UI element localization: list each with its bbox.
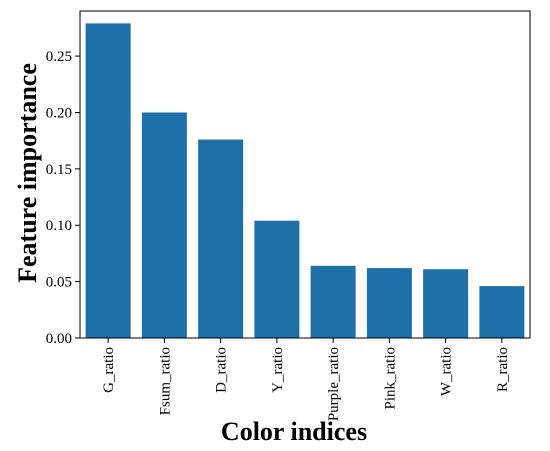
bar-purple-ratio: [310, 265, 356, 338]
x-tick-label: R_ratio: [495, 347, 511, 392]
bar-fsum-ratio: [141, 112, 187, 338]
bar-d-ratio: [198, 139, 244, 338]
x-tick-label: G_ratio: [101, 347, 117, 393]
y-tick-label: 0.25: [46, 49, 72, 65]
bar-g-ratio: [85, 23, 131, 339]
plot-frame: [79, 10, 531, 339]
bar-pink-ratio: [366, 268, 412, 338]
x-tick-label: Y_ratio: [270, 347, 286, 393]
y-tick-label: 0.00: [46, 331, 72, 347]
bar-r-ratio: [479, 286, 525, 338]
x-axis-title: Color indices: [221, 417, 367, 446]
y-axis: 0.00 0.05 0.10 0.15 0.20 0.25: [46, 49, 80, 347]
x-tick-label: Pink_ratio: [382, 347, 398, 410]
x-axis: G_ratio Fsum_ratio D_ratio Y_ratio Purple_ra…: [101, 338, 511, 421]
y-axis-title: Feature importance: [13, 63, 42, 283]
bar-y-ratio: [254, 220, 300, 338]
x-tick-label: Fsum_ratio: [157, 347, 173, 415]
x-tick-label: W_ratio: [439, 347, 455, 396]
x-tick-label: Purple_ratio: [326, 347, 342, 421]
y-tick-label: 0.15: [46, 162, 72, 178]
y-tick-label: 0.20: [46, 105, 72, 121]
x-tick-label: D_ratio: [214, 347, 230, 393]
y-tick-label: 0.10: [46, 218, 72, 234]
bars-group: [85, 23, 525, 339]
y-tick-label: 0.05: [46, 275, 72, 291]
bar-w-ratio: [423, 269, 469, 338]
